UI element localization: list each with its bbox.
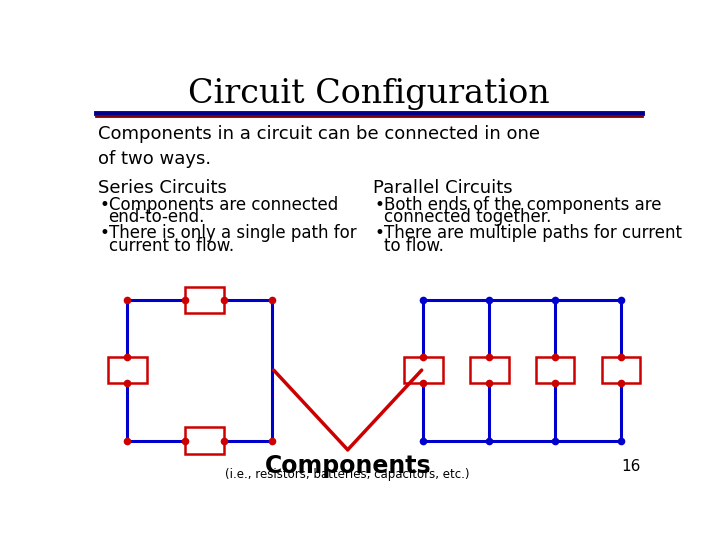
Text: There is only a single path for: There is only a single path for — [109, 224, 356, 242]
Bar — [404, 357, 443, 383]
Text: Components are connected: Components are connected — [109, 195, 338, 214]
Text: •: • — [374, 195, 384, 214]
Bar — [185, 428, 224, 454]
Text: •: • — [99, 195, 109, 214]
Text: end-to-end.: end-to-end. — [109, 208, 205, 226]
Text: Series Circuits: Series Circuits — [98, 179, 227, 197]
Text: connected together.: connected together. — [384, 208, 551, 226]
Text: Circuit Configuration: Circuit Configuration — [188, 78, 550, 110]
Text: Both ends of the components are: Both ends of the components are — [384, 195, 661, 214]
Text: Components in a circuit can be connected in one
of two ways.: Components in a circuit can be connected… — [98, 125, 540, 168]
Text: Parallel Circuits: Parallel Circuits — [373, 179, 513, 197]
Bar — [469, 357, 508, 383]
Text: There are multiple paths for current: There are multiple paths for current — [384, 224, 682, 242]
Text: to flow.: to flow. — [384, 237, 444, 254]
Bar — [185, 287, 224, 313]
Bar — [108, 357, 147, 383]
Text: current to flow.: current to flow. — [109, 237, 234, 254]
Text: •: • — [374, 224, 384, 242]
Text: 16: 16 — [621, 460, 640, 475]
Text: Components: Components — [264, 454, 431, 478]
Text: (i.e., resistors, batteries, capacitors, etc.): (i.e., resistors, batteries, capacitors,… — [225, 468, 470, 481]
Text: •: • — [99, 224, 109, 242]
Bar — [536, 357, 575, 383]
Bar — [601, 357, 640, 383]
